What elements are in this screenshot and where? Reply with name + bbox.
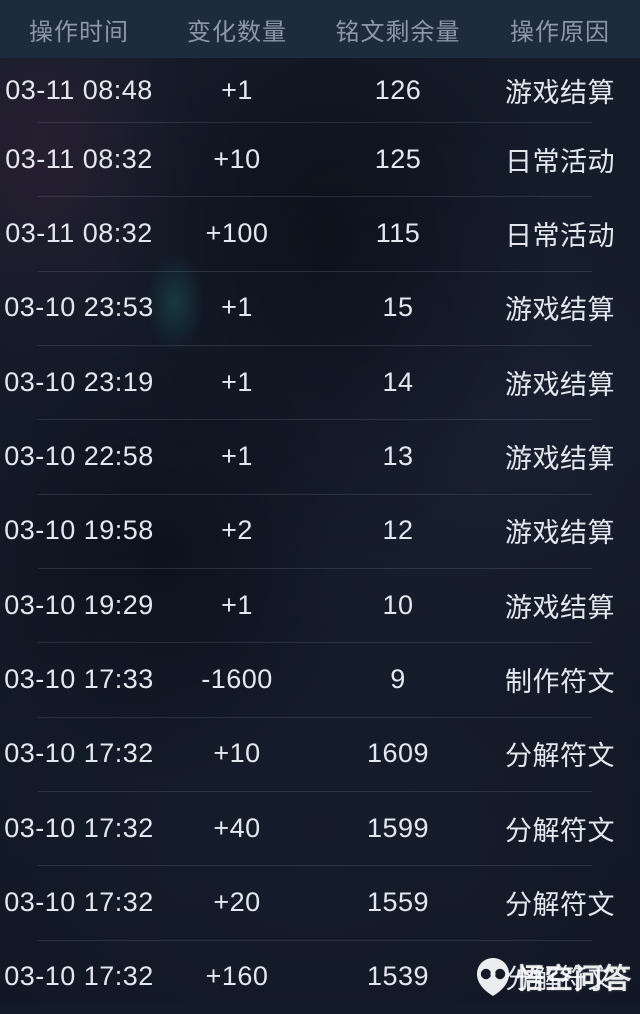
cell-change: +1 [221,589,253,620]
table-row: 03-11 08:32 +100 115 日常活动 [0,196,640,270]
cell-reason: 游戏结算 [505,518,615,549]
cell-time: 03-10 19:58 [4,515,154,546]
cell-change: +40 [213,812,261,843]
cell-time: 03-10 17:32 [4,886,154,917]
table-row: 03-10 23:53 +1 15 游戏结算 [0,270,640,345]
table-row: 03-10 19:58 +2 12 游戏结算 [0,493,640,568]
cell-reason: 制作符文 [505,666,615,697]
cell-time: 03-11 08:32 [5,143,153,174]
table-row: 03-10 17:32 +10 1609 分解符文 [0,716,640,791]
cell-reason: 游戏结算 [505,295,615,326]
cell-time: 03-10 17:33 [4,663,154,694]
cell-time: 03-10 19:29 [4,589,154,620]
cell-time: 03-10 23:19 [4,366,154,397]
cell-change: +1 [221,440,253,471]
cell-remaining: 15 [382,292,414,323]
cell-change: +10 [213,738,261,769]
col-header-reason: 操作原因 [510,18,610,46]
cell-time: 03-10 17:32 [4,738,154,769]
cell-change: +20 [213,886,261,917]
cell-remaining: 9 [390,663,406,694]
table-row: 03-10 23:19 +1 14 游戏结算 [0,344,640,419]
cell-change: -1600 [201,663,273,694]
cell-time: 03-11 08:32 [5,217,153,248]
cell-time: 03-10 23:53 [4,292,154,323]
cell-reason: 游戏结算 [505,77,615,108]
cell-remaining: 13 [382,440,414,471]
cell-change: +2 [221,515,253,546]
cell-time: 03-11 08:48 [5,74,153,105]
cell-remaining: 14 [382,366,414,397]
cell-remaining: 1599 [366,812,430,843]
cell-reason: 分解符文 [505,815,615,846]
table-row: 03-10 17:32 +20 1559 分解符文 [0,865,640,939]
col-header-time: 操作时间 [29,18,129,46]
cell-remaining: 12 [382,515,414,546]
table-row: 03-11 08:48 +1 126 游戏结算 [0,58,640,122]
cell-change: +1 [221,366,253,397]
cell-change: +100 [205,217,269,248]
cell-time: 03-10 17:32 [4,812,154,843]
cell-remaining: 125 [374,143,422,174]
table-row: 03-10 17:32 +40 1599 分解符文 [0,790,640,865]
cell-remaining: 10 [382,589,414,620]
cell-remaining: 1539 [366,961,430,992]
cell-reason: 游戏结算 [505,443,615,474]
cell-change: +1 [221,74,253,105]
cell-reason: 分解符文 [505,741,615,772]
cell-reason: 分解符文 [505,964,615,995]
cell-change: +10 [213,143,261,174]
table-header-row: 操作时间 变化数量 铭文剩余量 操作原因 [0,0,640,58]
cell-time: 03-10 17:32 [4,961,154,992]
cell-remaining: 1609 [366,738,430,769]
cell-remaining: 1559 [366,886,430,917]
table-row: 03-11 08:32 +10 125 日常活动 [0,122,640,196]
cell-time: 03-10 22:58 [4,440,154,471]
col-header-change: 变化数量 [187,18,287,46]
cell-reason: 日常活动 [505,220,615,251]
table-row: 03-10 17:32 +160 1539 分解符文 [0,939,640,1014]
cell-reason: 分解符文 [505,889,615,920]
table-row: 03-10 22:58 +1 13 游戏结算 [0,419,640,493]
cell-change: +1 [221,292,253,323]
cell-change: +160 [205,961,269,992]
cell-reason: 日常活动 [505,146,615,177]
table-row: 03-10 19:29 +1 10 游戏结算 [0,567,640,642]
cell-remaining: 115 [375,217,421,248]
cell-remaining: 126 [374,74,422,105]
cell-reason: 游戏结算 [505,592,615,623]
col-header-remaining: 铭文剩余量 [335,18,461,46]
table-row: 03-10 17:33 -1600 9 制作符文 [0,642,640,716]
cell-reason: 游戏结算 [505,369,615,400]
